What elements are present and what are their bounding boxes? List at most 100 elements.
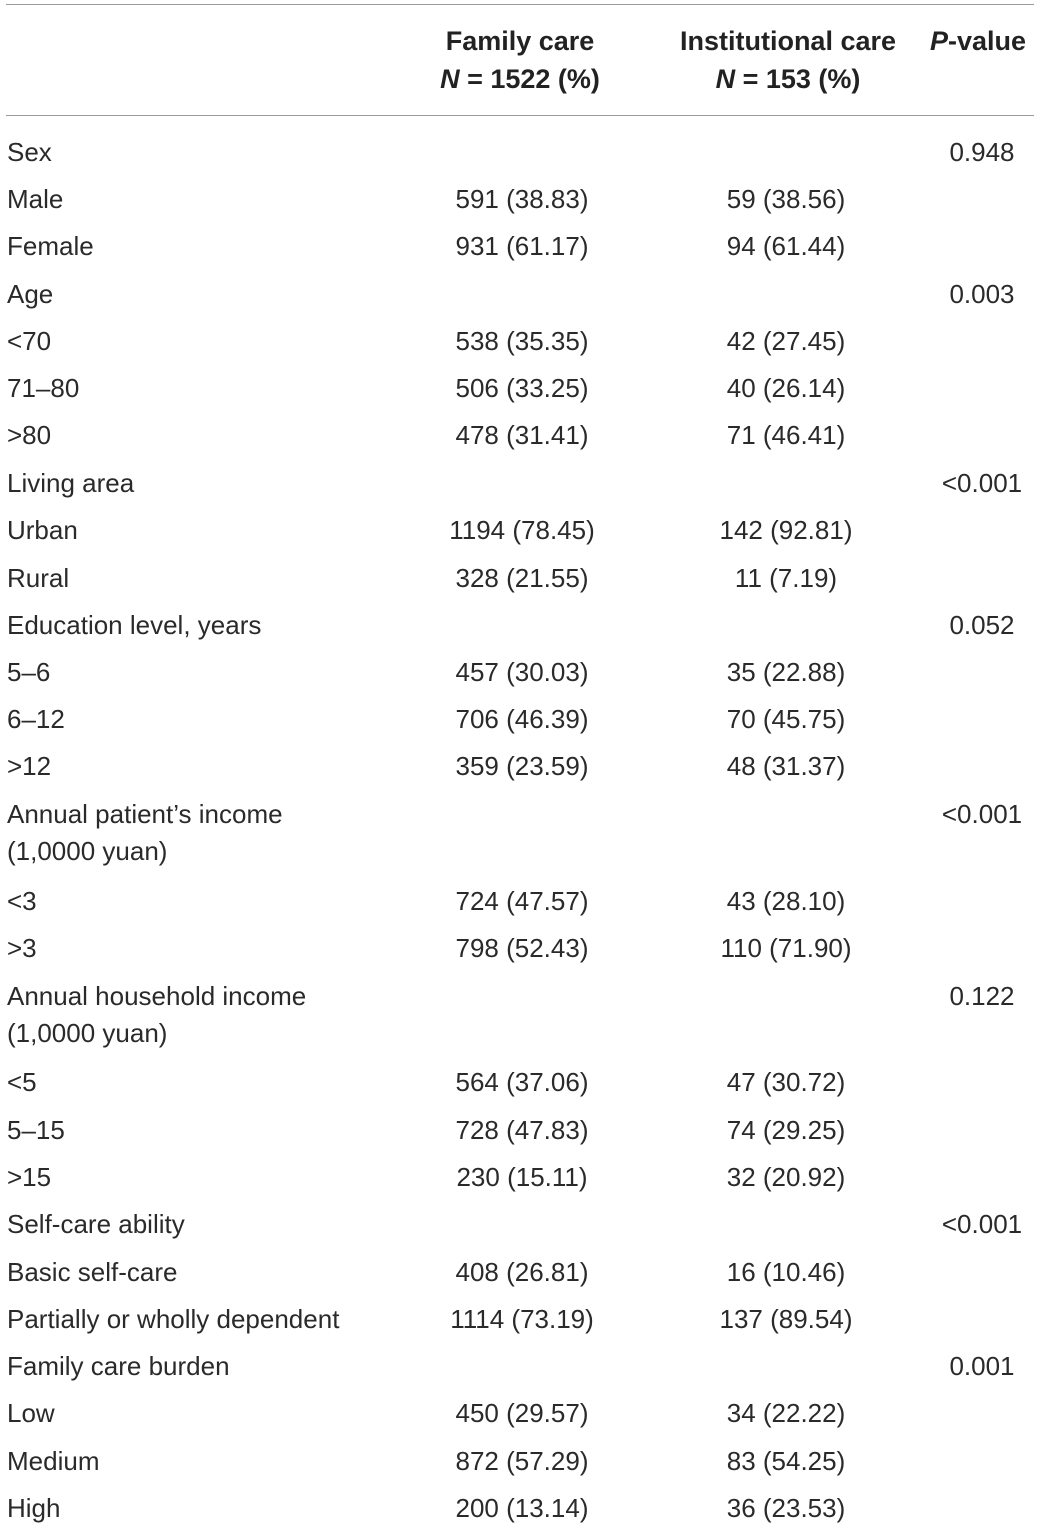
row-label-sub: (1,0000 yuan) [7, 836, 168, 866]
row-label-cell: >80 [7, 420, 51, 451]
header-family-n-value: = 1522 (%) [459, 64, 600, 94]
p-value: <0.001 [941, 799, 1023, 829]
family-care-value: 328 (21.55) [455, 563, 589, 593]
header-institutional-n-value: = 153 (%) [735, 64, 861, 94]
row-label: Urban [7, 515, 78, 545]
row-label: Self-care ability [7, 1209, 185, 1239]
row-label: >3 [7, 933, 37, 963]
institutional-care-value: 32 (20.92) [726, 1162, 846, 1192]
row-label: Rural [7, 563, 70, 593]
row-label-cell: 71–80 [7, 373, 79, 404]
family-care-value: 1194 (78.45) [449, 515, 595, 545]
institutional-care-value: 110 (71.90) [720, 933, 852, 963]
family-care-value: 1114 (73.19) [450, 1304, 594, 1334]
row-label-cell: Annual household income (1,0000 yuan) [7, 981, 306, 1049]
institutional-care-value: 71 (46.41) [726, 420, 846, 450]
header-institutional-n: N = 153 (%) [668, 60, 908, 98]
family-care-value: 450 (29.57) [455, 1398, 589, 1428]
row-label-cell: 6–12 [7, 704, 65, 735]
row-label-cell: >3 [7, 933, 37, 964]
p-value: 0.003 [949, 279, 1015, 309]
institutional-care-value: 43 (28.10) [726, 886, 846, 916]
institutional-care-value: 83 (54.25) [726, 1446, 846, 1476]
row-label-cell: <3 [7, 886, 37, 917]
row-label: Partially or wholly dependent [7, 1304, 340, 1334]
row-label: 5–6 [7, 657, 51, 687]
row-label-cell: Education level, years [7, 610, 261, 641]
header-p-italic: P [929, 26, 948, 56]
row-label: <3 [7, 886, 37, 916]
row-label: Age [7, 279, 54, 309]
row-label-cell: Rural [7, 563, 69, 594]
institutional-care-value: 11 (7.19) [734, 563, 838, 593]
family-care-value: 478 (31.41) [455, 420, 589, 450]
institutional-care-value: 94 (61.44) [726, 231, 846, 261]
family-care-value: 872 (57.29) [455, 1446, 589, 1476]
row-label: Low [7, 1398, 55, 1428]
row-label-cell: Male [7, 184, 63, 215]
institutional-care-value: 34 (22.22) [726, 1398, 846, 1428]
p-value: 0.122 [949, 981, 1015, 1011]
row-label: Basic self-care [7, 1257, 178, 1287]
row-label-cell: Living area [7, 468, 134, 499]
row-label: Annual patient’s income [7, 799, 283, 829]
institutional-care-value: 74 (29.25) [726, 1115, 846, 1145]
family-care-value: 591 (38.83) [455, 184, 589, 214]
row-label-cell: High [7, 1493, 60, 1524]
institutional-care-value: 47 (30.72) [726, 1067, 846, 1097]
row-label-cell: >15 [7, 1162, 51, 1193]
row-label: Male [7, 184, 64, 214]
p-value: 0.052 [949, 610, 1015, 640]
row-label-cell: Urban [7, 515, 78, 546]
institutional-care-value: 70 (45.75) [726, 704, 846, 734]
row-label: >12 [7, 751, 52, 781]
row-label-cell: Female [7, 231, 94, 262]
row-label-sub: (1,0000 yuan) [7, 1018, 168, 1048]
family-care-value: 200 (13.14) [455, 1493, 589, 1523]
header-family-n-italic: N [440, 64, 460, 94]
row-label-cell: <5 [7, 1067, 37, 1098]
row-label-cell: >12 [7, 751, 51, 782]
institutional-care-value: 35 (22.88) [726, 657, 846, 687]
family-care-value: 506 (33.25) [455, 373, 589, 403]
row-label: 6–12 [7, 704, 65, 734]
row-label-cell: Medium [7, 1446, 99, 1477]
family-care-value: 230 (15.11) [456, 1162, 588, 1192]
row-label-cell: <70 [7, 326, 51, 357]
header-p-value-text: P-value [918, 22, 1038, 60]
family-care-value: 931 (61.17) [455, 231, 589, 261]
row-label-cell: Age [7, 279, 53, 310]
family-care-value: 724 (47.57) [455, 886, 589, 916]
row-label: Family care burden [7, 1351, 230, 1381]
row-label: Living area [7, 468, 135, 498]
p-value: <0.001 [941, 1209, 1023, 1239]
institutional-care-value: 59 (38.56) [726, 184, 846, 214]
row-label: Education level, years [7, 610, 262, 640]
institutional-care-value: 142 (92.81) [719, 515, 853, 545]
top-rule [6, 4, 1034, 5]
p-value: <0.001 [941, 468, 1023, 498]
header-institutional-title: Institutional care [679, 26, 897, 56]
header-p-rest: -value [947, 26, 1027, 56]
row-label-cell: Low [7, 1398, 55, 1429]
row-label: Sex [7, 137, 52, 167]
row-label-cell: Sex [7, 137, 52, 168]
header-p-value: P-value [918, 22, 1038, 60]
institutional-care-value: 137 (89.54) [719, 1304, 853, 1334]
header-institutional-n-italic: N [715, 64, 736, 94]
header-rule [6, 115, 1034, 116]
family-care-value: 728 (47.83) [455, 1115, 589, 1145]
institutional-care-value: 42 (27.45) [726, 326, 846, 356]
p-value: 0.001 [949, 1351, 1015, 1381]
row-label: High [7, 1493, 61, 1523]
row-label: >15 [7, 1162, 52, 1192]
institutional-care-value: 48 (31.37) [726, 751, 846, 781]
row-label-cell: Family care burden [7, 1351, 230, 1382]
row-label: Medium [7, 1446, 100, 1476]
p-value: 0.948 [949, 137, 1015, 167]
header-institutional-care: Institutional care N = 153 (%) [668, 22, 908, 98]
family-care-value: 359 (23.59) [455, 751, 589, 781]
institutional-care-value: 40 (26.14) [726, 373, 846, 403]
row-label: 5–15 [7, 1115, 65, 1145]
row-label: >80 [7, 420, 52, 450]
